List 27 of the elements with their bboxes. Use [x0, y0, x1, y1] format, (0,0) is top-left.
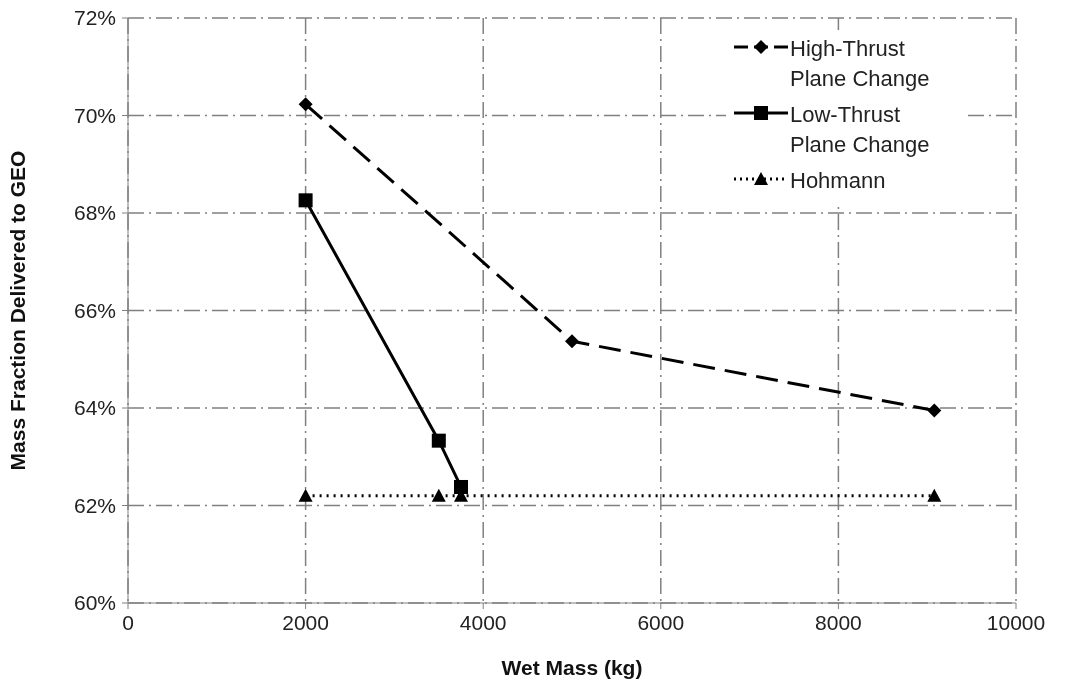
x-axis-title: Wet Mass (kg) — [501, 656, 643, 679]
point — [298, 488, 313, 502]
y-tick-label: 64% — [73, 396, 116, 420]
point — [431, 433, 446, 448]
point — [927, 403, 942, 418]
point — [927, 488, 942, 502]
legend-label: Hohmann — [790, 167, 886, 195]
point — [565, 334, 579, 349]
point — [298, 193, 313, 208]
legend-label: High-Thrust Plane Change — [790, 35, 931, 93]
y-axis-title: Mass Fraction Delivered to GEO — [6, 150, 30, 471]
x-tick-label: 4000 — [459, 610, 507, 634]
legend-label: Low-Thrust Plane Change — [790, 101, 931, 159]
y-tick-label: 60% — [73, 591, 116, 615]
y-tick-label: 66% — [73, 298, 116, 322]
y-tick-label: 68% — [73, 201, 116, 225]
y-tick-label: 62% — [73, 493, 116, 517]
y-tick-label: 72% — [73, 6, 116, 30]
x-tick-label: 6000 — [637, 610, 685, 634]
point — [298, 97, 313, 112]
x-tick-label: 0 — [122, 610, 134, 634]
point — [454, 479, 468, 494]
x-tick-label: 8000 — [815, 610, 862, 634]
x-tick-label: 10000 — [986, 610, 1046, 634]
y-tick-label: 70% — [73, 103, 116, 127]
x-tick-label: 2000 — [282, 610, 329, 634]
point — [431, 488, 446, 502]
